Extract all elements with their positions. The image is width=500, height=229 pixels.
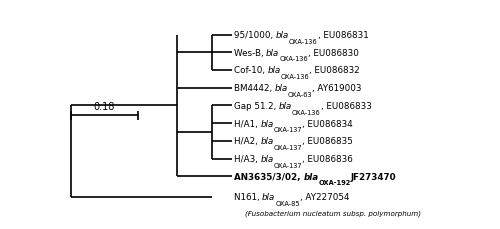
Text: JF273470: JF273470	[351, 172, 397, 181]
Text: OXA-137: OXA-137	[274, 144, 302, 150]
Text: BM4442,: BM4442,	[234, 84, 274, 93]
Text: AN3635/3/02,: AN3635/3/02,	[234, 172, 304, 181]
Text: OXA-137: OXA-137	[274, 127, 302, 133]
Text: bla: bla	[268, 66, 281, 75]
Text: bla: bla	[260, 137, 274, 146]
Text: bla: bla	[266, 49, 280, 57]
Text: OXA-136: OXA-136	[289, 38, 318, 44]
Text: Gap 51.2,: Gap 51.2,	[234, 101, 279, 110]
Text: OXA-136: OXA-136	[281, 74, 310, 80]
Text: N161,: N161,	[234, 192, 262, 201]
Text: H/A1,: H/A1,	[234, 119, 260, 128]
Text: Cof-10,: Cof-10,	[234, 66, 268, 75]
Text: bla: bla	[304, 172, 318, 181]
Text: OXA-136: OXA-136	[292, 109, 320, 115]
Text: , EU086833: , EU086833	[320, 101, 372, 110]
Text: 95/1000,: 95/1000,	[234, 31, 276, 40]
Text: 0.18: 0.18	[94, 101, 115, 111]
Text: , EU086835: , EU086835	[302, 137, 353, 146]
Text: , EU086830: , EU086830	[308, 49, 359, 57]
Text: , EU086836: , EU086836	[302, 154, 353, 163]
Text: OXA-136: OXA-136	[280, 56, 308, 62]
Text: bla: bla	[260, 154, 274, 163]
Text: Wes-B,: Wes-B,	[234, 49, 266, 57]
Text: , AY227054: , AY227054	[300, 192, 350, 201]
Text: OXA-192: OXA-192	[318, 180, 351, 185]
Text: OXA-137: OXA-137	[274, 162, 302, 168]
Text: bla: bla	[260, 119, 274, 128]
Text: bla: bla	[262, 192, 276, 201]
Text: , AY619003: , AY619003	[312, 84, 362, 93]
Text: H/A3,: H/A3,	[234, 154, 260, 163]
Text: (Fusobacterium nucleatum subsp. polymorphum): (Fusobacterium nucleatum subsp. polymorp…	[246, 209, 422, 216]
Text: OXA-63: OXA-63	[288, 91, 312, 97]
Text: , EU086832: , EU086832	[310, 66, 360, 75]
Text: bla: bla	[276, 31, 289, 40]
Text: bla: bla	[279, 101, 292, 110]
Text: bla: bla	[274, 84, 288, 93]
Text: H/A2,: H/A2,	[234, 137, 260, 146]
Text: , EU086831: , EU086831	[318, 31, 368, 40]
Text: OXA-85: OXA-85	[276, 200, 300, 206]
Text: , EU086834: , EU086834	[302, 119, 353, 128]
